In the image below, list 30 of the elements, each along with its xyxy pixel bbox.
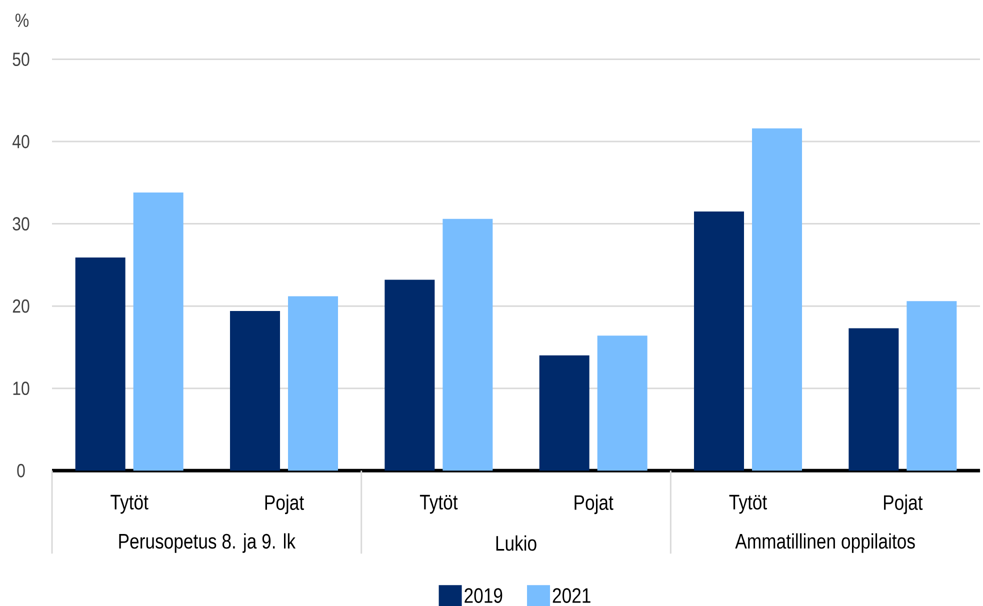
bar xyxy=(694,211,744,471)
x-tick-label: Tytöt xyxy=(729,494,767,514)
bar xyxy=(133,192,184,471)
legend-label: 2021 xyxy=(552,588,590,603)
bar xyxy=(539,355,590,471)
bar xyxy=(752,128,802,471)
bar xyxy=(288,296,338,471)
x-tick-label: Tytöt xyxy=(420,494,458,514)
bar xyxy=(848,328,899,471)
y-tick-label: 50 xyxy=(12,52,30,66)
x-tick-label: Pojat xyxy=(884,494,923,514)
bar xyxy=(442,218,493,471)
bar xyxy=(906,301,957,471)
y-tick-label: 40 xyxy=(12,134,30,148)
y-tick-label: 0 xyxy=(17,464,25,478)
text: Perusopetus 8. ja 9. lk xyxy=(119,533,296,553)
x-tick-label: Pojat xyxy=(265,494,304,514)
bar xyxy=(597,336,648,471)
bar xyxy=(384,280,435,471)
text: Ammatillinen oppilaitos xyxy=(735,533,915,553)
x-tick-label: Pojat xyxy=(574,494,614,514)
y-axis-title: % xyxy=(15,14,29,27)
y-tick-label: 10 xyxy=(13,382,30,396)
bar xyxy=(230,311,280,471)
bar xyxy=(75,258,126,471)
y-tick-label: 20 xyxy=(12,299,30,313)
y-tick-label: 30 xyxy=(12,217,30,231)
text: Lukio xyxy=(496,535,536,551)
x-tick-label: Tytöt xyxy=(110,494,148,514)
legend-label: 2019 xyxy=(464,588,502,603)
